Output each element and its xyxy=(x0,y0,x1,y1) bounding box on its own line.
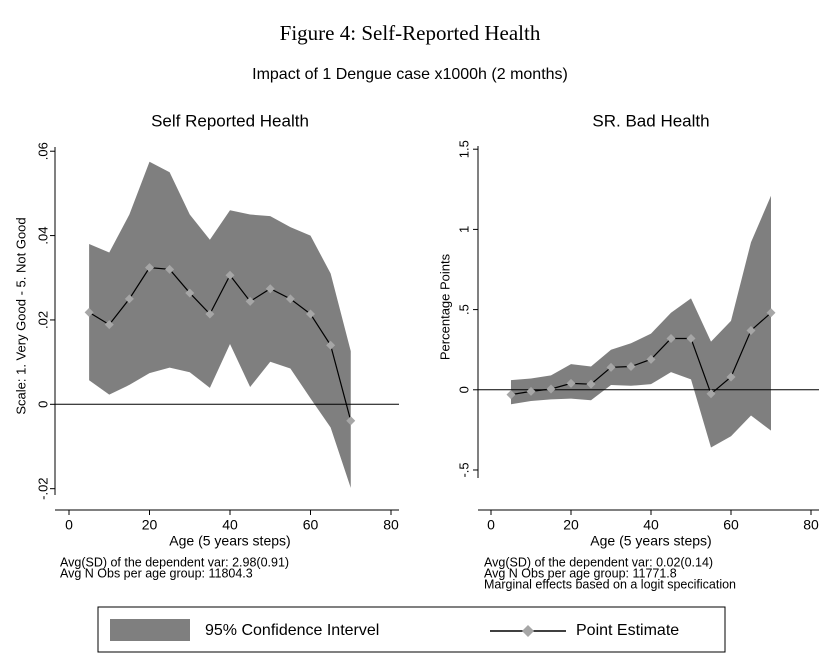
legend-label: 95% Confidence Intervel xyxy=(205,622,379,639)
y-tick-label: .5 xyxy=(456,304,471,315)
x-tick-label: 60 xyxy=(303,517,319,533)
note: Avg(SD) of the dependent var: 0.02(0.14) xyxy=(484,555,713,569)
estimate-marker xyxy=(346,416,356,426)
note: Avg N Obs per age group: 11771.8 xyxy=(484,566,677,580)
estimate-marker xyxy=(306,309,315,319)
estimate-marker xyxy=(185,288,195,298)
estimate-marker xyxy=(104,320,114,330)
estimate-marker xyxy=(265,284,275,294)
estimate-marker xyxy=(205,309,215,319)
y-tick-label: 0 xyxy=(35,401,50,408)
estimate-marker xyxy=(606,362,616,372)
estimate-line xyxy=(88,267,352,421)
estimate-marker xyxy=(84,307,94,317)
note: Marginal effects based on a logit specif… xyxy=(484,577,736,591)
estimate-marker xyxy=(526,386,536,396)
panel: Self Reported Health -.02 0 .02 .04 .06 0 20 40 6… xyxy=(13,111,399,580)
estimate-marker xyxy=(165,264,175,274)
panel: SR. Bad Health -.5 0 .5 1 1.5 0 20 40 60 80 Age (5 … xyxy=(437,111,819,591)
estimate-marker xyxy=(225,270,235,280)
y-tick-label: .04 xyxy=(35,227,50,245)
x-axis-title: Age (5 years steps) xyxy=(590,533,711,549)
y-tick-label: -.5 xyxy=(456,462,471,477)
y-tick-label: 1.5 xyxy=(456,140,471,158)
confidence-band xyxy=(89,161,351,488)
panel-title: SR. Bad Health xyxy=(592,111,709,130)
estimate-marker xyxy=(666,333,676,343)
y-axis-title: Scale: 1. Very Good - 5. Not Good xyxy=(13,217,28,414)
y-tick-label: 0 xyxy=(456,386,471,393)
legend-swatch xyxy=(110,619,190,641)
figure-subtitle: Impact of 1 Dengue case x1000h (2 months… xyxy=(252,66,568,83)
x-tick-label: 80 xyxy=(803,517,819,533)
estimate-marker xyxy=(326,340,336,350)
estimate-marker xyxy=(506,390,516,400)
figure-title: Figure 4: Self-Reported Health xyxy=(280,21,541,45)
estimate-marker xyxy=(726,372,736,382)
estimate-marker xyxy=(686,333,696,343)
estimate-marker xyxy=(706,389,716,399)
estimate-marker xyxy=(546,384,556,394)
legend: 95% Confidence Intervel Point Estimate xyxy=(97,606,726,653)
estimate-marker xyxy=(145,263,154,273)
legend-label: Point Estimate xyxy=(576,622,679,639)
x-tick-label: 40 xyxy=(222,517,238,533)
panel-title: Self Reported Health xyxy=(151,111,309,130)
x-axis-title: Age (5 years steps) xyxy=(169,533,290,549)
x-tick-label: 60 xyxy=(723,517,739,533)
legend-box xyxy=(97,606,726,653)
estimate-marker xyxy=(766,308,776,318)
y-tick-label: .02 xyxy=(35,311,50,329)
note: Avg(SD) of the dependent var: 2.98(0.91) xyxy=(60,555,289,569)
note: Avg N Obs per age group: 11804.3 xyxy=(60,566,253,580)
x-tick-label: 0 xyxy=(487,517,495,533)
x-tick-label: 20 xyxy=(563,517,579,533)
estimate-marker xyxy=(646,354,656,364)
y-tick-label: -.02 xyxy=(35,477,50,499)
x-tick-label: 0 xyxy=(65,517,73,533)
y-tick-label: .06 xyxy=(35,142,50,160)
y-axis-title: Percentage Points xyxy=(437,253,452,360)
x-tick-label: 80 xyxy=(383,517,399,533)
estimate-marker xyxy=(285,294,295,304)
estimate-marker xyxy=(746,325,756,335)
estimate-marker xyxy=(566,378,576,388)
y-tick-label: 1 xyxy=(456,226,471,233)
x-tick-label: 40 xyxy=(643,517,659,533)
estimate-marker xyxy=(626,362,636,372)
legend-marker xyxy=(522,625,534,637)
estimate-marker xyxy=(586,379,596,389)
confidence-band xyxy=(511,195,771,448)
estimate-marker xyxy=(124,294,134,304)
x-tick-label: 20 xyxy=(142,517,158,533)
estimate-marker xyxy=(245,296,255,306)
